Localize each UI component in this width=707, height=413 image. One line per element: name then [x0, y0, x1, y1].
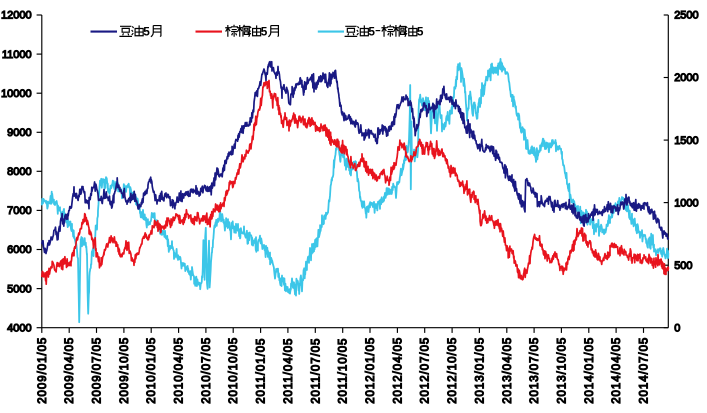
svg-text:12000: 12000	[1, 10, 32, 22]
svg-text:7000: 7000	[7, 205, 31, 217]
svg-text:2010/07/05: 2010/07/05	[201, 337, 213, 404]
svg-text:2000: 2000	[674, 72, 698, 84]
svg-text:5: 5	[143, 24, 150, 38]
svg-text:2010/01/05: 2010/01/05	[146, 337, 158, 404]
svg-text:5: 5	[417, 24, 424, 38]
svg-text:2014/01/05: 2014/01/05	[584, 337, 596, 404]
svg-text:2013/04/05: 2013/04/05	[502, 337, 514, 404]
svg-text:11000: 11000	[2, 49, 32, 61]
svg-text:1500: 1500	[674, 135, 698, 147]
svg-text:2013/10/05: 2013/10/05	[556, 337, 568, 404]
svg-text:2009/01/05: 2009/01/05	[37, 337, 49, 404]
svg-text:2009/10/05: 2009/10/05	[119, 337, 131, 404]
svg-text:2013/07/05: 2013/07/05	[529, 337, 541, 404]
svg-text:1000: 1000	[674, 197, 698, 209]
svg-text:2014/07/05: 2014/07/05	[639, 337, 651, 404]
svg-text:2012/01/05: 2012/01/05	[365, 337, 377, 404]
svg-text:0: 0	[674, 322, 680, 334]
svg-text:2012/07/05: 2012/07/05	[420, 337, 432, 404]
svg-text:9000: 9000	[7, 127, 31, 139]
svg-text:2009/07/05: 2009/07/05	[92, 337, 104, 404]
svg-text:2500: 2500	[674, 10, 698, 22]
svg-text:5000: 5000	[7, 283, 31, 295]
svg-text:2009/04/05: 2009/04/05	[64, 337, 76, 404]
svg-text:500: 500	[674, 260, 692, 272]
svg-text:2012/04/05: 2012/04/05	[392, 337, 404, 404]
svg-text:2010/10/05: 2010/10/05	[228, 337, 240, 404]
svg-text:2011/01/05: 2011/01/05	[256, 338, 268, 404]
svg-text:2012/10/05: 2012/10/05	[447, 337, 459, 404]
svg-text:2013/01/05: 2013/01/05	[474, 337, 486, 404]
svg-text:2014/04/05: 2014/04/05	[611, 337, 623, 404]
svg-text:4000: 4000	[7, 322, 31, 334]
svg-text:2011/10/05: 2011/10/05	[338, 338, 350, 404]
svg-text:2011/07/05: 2011/07/05	[310, 338, 322, 404]
svg-text:5: 5	[368, 24, 375, 38]
svg-text:6000: 6000	[7, 244, 31, 256]
svg-text:5: 5	[261, 24, 268, 38]
svg-text:10000: 10000	[1, 88, 32, 100]
svg-text:8000: 8000	[7, 166, 31, 178]
svg-text:2010/04/05: 2010/04/05	[174, 337, 186, 404]
svg-text:2011/04/05: 2011/04/05	[283, 338, 295, 404]
